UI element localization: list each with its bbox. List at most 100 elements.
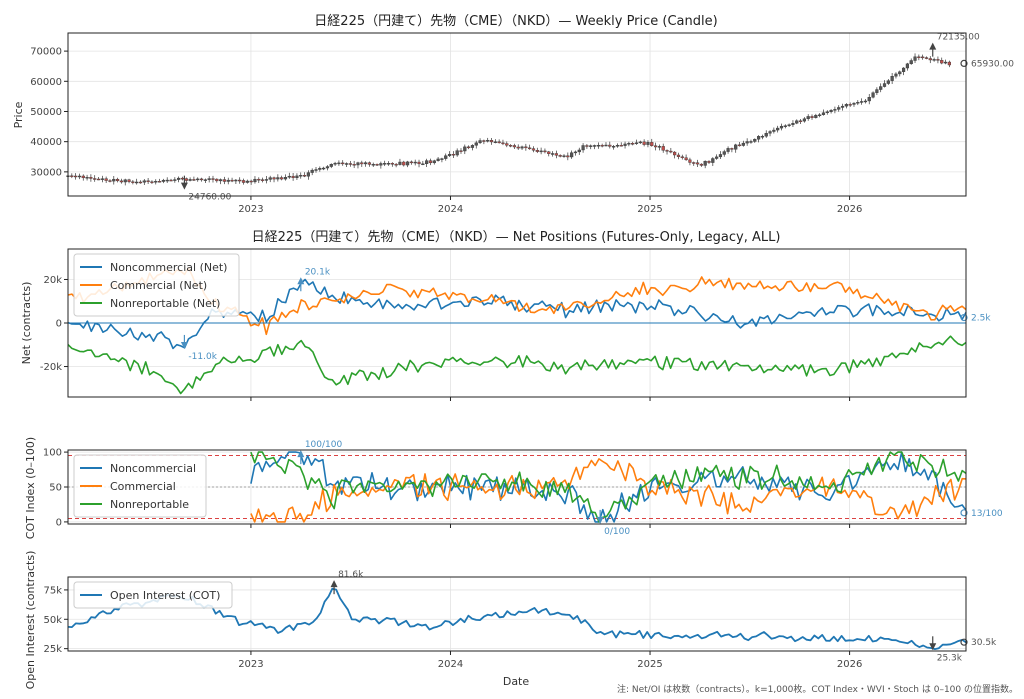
candle-up [573, 151, 578, 154]
y-tick-label: 70000 [30, 47, 62, 58]
candle-up [760, 135, 765, 138]
x-tick-label: 2024 [438, 659, 463, 670]
candle-up [749, 141, 753, 143]
candle-up [753, 138, 757, 142]
candle-up [268, 177, 272, 180]
candle-up [943, 61, 948, 64]
candle-up [165, 179, 169, 182]
y-tick-label: -20k [40, 362, 62, 373]
candle-up [196, 178, 200, 181]
candle-up [314, 169, 318, 171]
candle-down [348, 163, 352, 165]
cot-legend: Noncommercial Commercial Nonreportable [73, 454, 207, 518]
last-value-annotation: 65930.00 [971, 59, 1014, 69]
oi-grid [68, 577, 966, 651]
candle-down [74, 175, 78, 178]
candle-down [810, 116, 814, 118]
candle-up [306, 172, 310, 177]
candle-down [215, 178, 219, 182]
oi-axes-frame [67, 576, 967, 652]
candle-down [482, 140, 486, 142]
candle-up [383, 163, 387, 165]
candle-down [341, 162, 345, 165]
candle-down [89, 177, 93, 179]
candle-down [543, 150, 547, 153]
price-grid [68, 33, 966, 196]
candle-up [295, 175, 299, 179]
candle-down [737, 144, 742, 147]
max-annotation: 72135.00 [937, 33, 980, 43]
y-tick-label: 25k [43, 644, 62, 655]
legend-label: Commercial [110, 480, 176, 493]
candle-up [837, 107, 841, 110]
net-panel: 日経225（円建て）先物（CME）（NKD）— Net Positions (F… [20, 230, 991, 401]
candle-up [901, 67, 906, 72]
candle-down [96, 178, 101, 181]
series-line-nonreportable-net- [67, 335, 967, 395]
candle-up [379, 163, 383, 166]
candle-up [741, 142, 745, 146]
candle-down [665, 150, 669, 152]
candle-up [795, 120, 799, 124]
candle-up [226, 179, 230, 182]
candle-down [302, 175, 307, 177]
candle-up [154, 181, 158, 183]
candle-up [879, 86, 883, 90]
net-ylabel: Net (contracts) [20, 282, 33, 365]
candle-down [375, 164, 379, 166]
y-tick-label: 20k [43, 275, 62, 286]
candle-down [108, 180, 112, 182]
candle-up [623, 143, 627, 146]
candle-down [497, 141, 501, 144]
cot-ylabel: COT Index (0–100) [24, 437, 37, 539]
price-axes-frame [67, 32, 967, 197]
candle-up [783, 125, 787, 127]
candle-down [352, 164, 356, 166]
candle-down [169, 179, 173, 182]
candle-down [501, 142, 505, 145]
candle-up [856, 102, 860, 104]
candle-down [150, 181, 154, 183]
candle-down [676, 154, 681, 157]
candle-up [634, 142, 639, 144]
net-ticks: 20k 0 -20k [40, 275, 851, 401]
candle-up [894, 73, 898, 77]
max-arrow-head [297, 450, 305, 458]
candle-up [814, 115, 818, 118]
candle-down [184, 178, 188, 181]
candle-up [463, 146, 467, 152]
candle-up [493, 141, 497, 143]
candle-up [818, 114, 822, 116]
candle-up [806, 116, 810, 119]
candle-up [711, 158, 715, 163]
candle-down [428, 160, 433, 164]
candle-up [264, 179, 269, 181]
footnote: 注: Net/OI は枚数（contracts）。k=1,000枚。COT In… [616, 685, 1018, 695]
oi-ticks: 75k 50k 25k 2023 2024 2025 2026 [43, 585, 862, 670]
candle-down [241, 180, 246, 183]
candle-up [867, 97, 871, 102]
candle-up [344, 163, 349, 165]
candle-down [81, 175, 85, 179]
candle-up [577, 149, 581, 153]
price-ylabel: Price [12, 101, 25, 128]
candle-up [207, 178, 211, 180]
candle-up [886, 80, 890, 84]
candle-up [440, 158, 444, 160]
candle-up [589, 145, 593, 147]
candle-down [211, 178, 215, 180]
candle-down [566, 155, 570, 158]
candle-down [600, 144, 604, 147]
candle-down [936, 59, 940, 61]
candle-up [520, 146, 524, 149]
y-tick-label: 50 [49, 483, 62, 494]
candle-up [219, 179, 223, 182]
last-value-annotation: 30.5k [971, 638, 997, 648]
y-tick-label: 30000 [30, 167, 62, 178]
candle-up [821, 112, 826, 115]
candle-down [409, 161, 413, 164]
series-line-open-interest-cot- [67, 587, 967, 650]
candle-down [257, 178, 261, 181]
candle-down [680, 156, 684, 158]
